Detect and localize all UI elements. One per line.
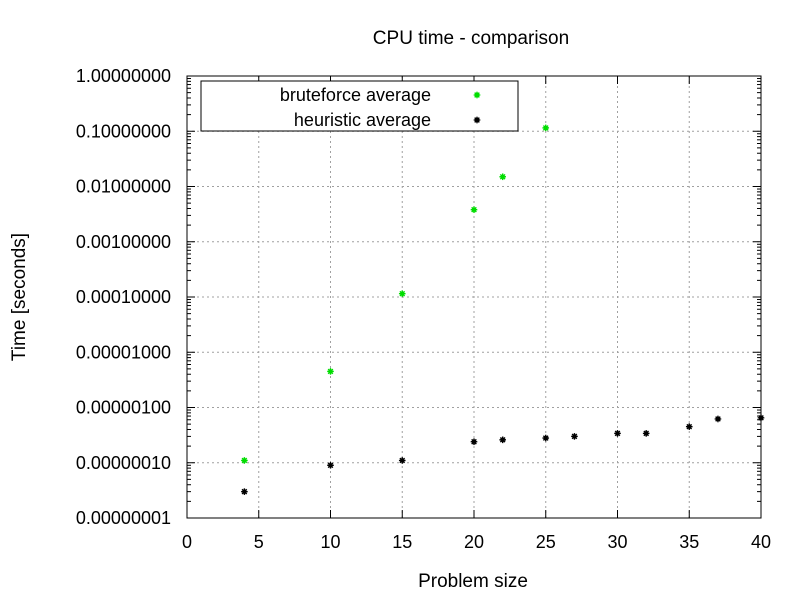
x-tick-label: 15	[392, 532, 412, 552]
y-tick-label: 0.00000010	[76, 453, 171, 473]
data-point	[571, 433, 578, 440]
grid	[187, 76, 761, 518]
legend: bruteforce average heuristic average	[200, 80, 519, 132]
chart-title: CPU time - comparison	[373, 28, 569, 49]
data-point	[241, 488, 248, 495]
x-tick-label: 40	[751, 532, 771, 552]
y-tick-label: 0.00100000	[76, 232, 171, 252]
x-tick-label: 5	[254, 532, 264, 552]
data-point	[685, 423, 693, 430]
data-point	[327, 461, 334, 469]
plot-frame	[186, 75, 762, 519]
data-point	[398, 290, 406, 297]
y-tick-label: 0.00010000	[76, 287, 171, 307]
data-point	[470, 438, 478, 446]
data-point	[499, 173, 506, 181]
y-tick-label: 0.10000000	[76, 121, 171, 141]
series-0	[241, 124, 550, 464]
legend-label: heuristic average	[294, 110, 431, 130]
data-point	[614, 430, 621, 437]
data-points	[241, 124, 765, 495]
x-tick-label: 30	[607, 532, 627, 552]
y-tick-label: 0.01000000	[76, 177, 171, 197]
data-point	[714, 415, 722, 423]
y-axis-label: Time [seconds]	[9, 233, 30, 361]
x-tick-label: 10	[320, 532, 340, 552]
y-tick-label: 0.00001000	[76, 342, 171, 362]
axis-ticks	[186, 75, 762, 519]
x-tick-label: 35	[679, 532, 699, 552]
legend-marker	[473, 116, 481, 124]
data-point	[642, 430, 650, 437]
series-1	[241, 414, 765, 495]
y-tick-label: 1.00000000	[76, 66, 171, 86]
x-tick-label: 25	[536, 532, 556, 552]
y-tick-labels: 0.00000001 0.00000010 0.00000100 0.00001000…	[76, 66, 171, 528]
data-point	[470, 206, 478, 214]
y-tick-label: 0.00000100	[76, 398, 171, 418]
data-point	[241, 457, 248, 464]
legend-label: bruteforce average	[280, 85, 431, 105]
data-point	[327, 368, 334, 375]
data-point	[398, 457, 406, 464]
data-point	[542, 124, 550, 132]
y-tick-label: 0.00000001	[76, 508, 171, 528]
x-tick-labels: 0 5 10 15 20 25 30 35 40	[182, 532, 771, 552]
legend-box	[200, 80, 519, 132]
data-point	[499, 436, 506, 444]
legend-marker	[473, 91, 481, 99]
x-tick-label: 20	[464, 532, 484, 552]
data-point	[542, 434, 550, 442]
x-axis-label: Problem size	[418, 571, 528, 592]
x-tick-label: 0	[182, 532, 192, 552]
